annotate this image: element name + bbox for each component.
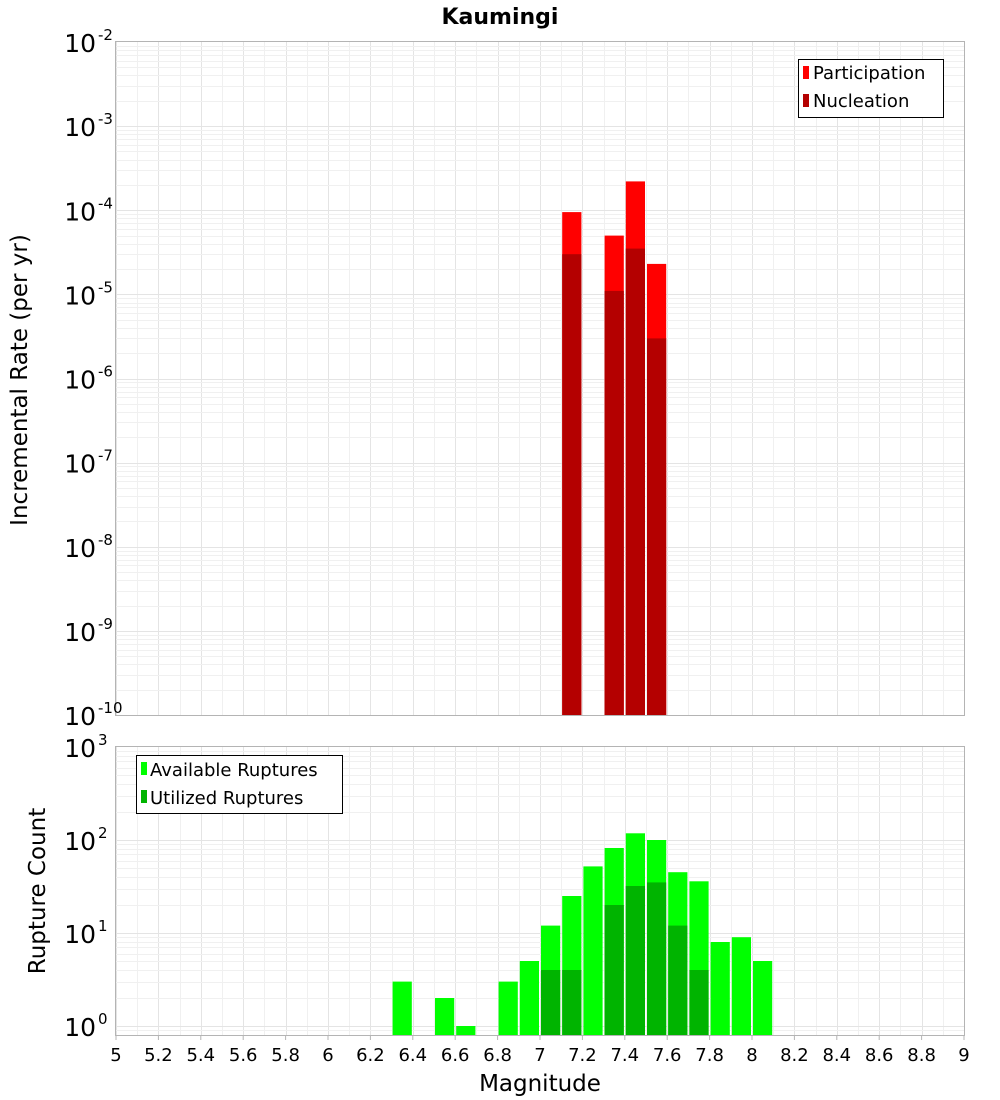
top-y-axis-ticks: 10-210-310-410-510-610-710-810-910-10 <box>64 26 122 731</box>
x-tick-label: 5 <box>110 1045 121 1066</box>
x-tick-label: 5.8 <box>271 1045 300 1066</box>
x-tick-label: 7.4 <box>610 1045 639 1066</box>
y-tick-label: 10 <box>64 450 96 479</box>
x-tick-label: 6 <box>322 1045 333 1066</box>
y-tick-exponent: -8 <box>98 531 113 549</box>
y-tick-exponent: -9 <box>98 615 113 633</box>
count-bar-secondary <box>668 925 688 1035</box>
x-tick-label: 6.8 <box>483 1045 512 1066</box>
y-tick-exponent: 0 <box>98 1010 108 1028</box>
y-tick-label: 10 <box>64 534 96 563</box>
y-tick-exponent: -5 <box>98 278 113 296</box>
rate-bar-secondary <box>604 290 624 715</box>
count-bar-primary <box>392 981 412 1035</box>
bottom-plot-bars <box>392 833 773 1035</box>
rate-bar-secondary <box>625 248 645 715</box>
y-tick-label: 10 <box>64 29 96 58</box>
y-tick-label: 10 <box>64 366 96 395</box>
y-tick-label: 10 <box>64 827 96 856</box>
x-tick-label: 6.2 <box>356 1045 385 1066</box>
chart-title: Kaumingi <box>442 5 559 30</box>
top-plot-bars <box>562 181 667 715</box>
x-tick-label: 7.2 <box>568 1045 597 1066</box>
x-tick-label: 6.6 <box>441 1045 470 1066</box>
bottom-y-axis-label: Rupture Count <box>25 808 51 974</box>
bottom-legend-box <box>136 755 343 814</box>
x-axis-ticks: 5 5.2 5.4 5.6 5.8 6 6.2 6.4 6.6 6.8 7 7.2 7.4 7.6 7.8 8… <box>110 1035 970 1066</box>
top-plot-grid <box>116 42 965 716</box>
count-bar-primary <box>583 866 603 1035</box>
y-tick-label: 10 <box>64 920 96 949</box>
count-bar-secondary <box>625 886 645 1035</box>
x-tick-label: 5.2 <box>144 1045 173 1066</box>
x-tick-label: 7.6 <box>653 1045 682 1066</box>
y-tick-label: 10 <box>64 197 96 226</box>
y-tick-label: 10 <box>64 618 96 647</box>
y-tick-label: 10 <box>64 1013 96 1042</box>
y-tick-exponent: -2 <box>98 26 113 44</box>
legend-label-available-ruptures: Available Ruptures <box>150 760 318 781</box>
count-bar-primary <box>519 961 539 1035</box>
count-bar-secondary <box>689 970 709 1035</box>
x-tick-label: 7 <box>534 1045 545 1066</box>
count-bar-primary <box>731 937 751 1035</box>
count-bar-secondary <box>541 970 561 1035</box>
y-tick-label: 10 <box>64 702 96 731</box>
legend-swatch-utilized-ruptures <box>141 790 147 803</box>
x-tick-label: 8.4 <box>822 1045 851 1066</box>
x-tick-label: 9 <box>958 1045 969 1066</box>
x-tick-label: 8.6 <box>865 1045 894 1066</box>
rate-bar-secondary <box>562 254 582 715</box>
legend-swatch-nucleation <box>803 94 809 107</box>
count-bar-secondary <box>604 905 624 1035</box>
y-tick-exponent: -3 <box>98 110 113 128</box>
legend-swatch-available-ruptures <box>141 762 147 775</box>
top-legend: Participation Nucleation <box>798 59 944 118</box>
count-bar-primary <box>498 981 518 1035</box>
count-bar-primary <box>435 998 455 1035</box>
x-tick-label: 5.6 <box>229 1045 258 1066</box>
count-bar-primary <box>710 942 730 1035</box>
bottom-legend: Available Ruptures Utilized Ruptures <box>136 755 343 814</box>
count-bar-secondary <box>647 882 667 1035</box>
count-bar-primary <box>456 1026 476 1035</box>
legend-swatch-participation <box>803 66 809 79</box>
rate-bar-secondary <box>647 338 667 715</box>
y-tick-exponent: -10 <box>98 699 123 717</box>
legend-label-participation: Participation <box>813 63 925 84</box>
y-tick-exponent: 3 <box>98 731 108 749</box>
y-tick-label: 10 <box>64 281 96 310</box>
x-axis-label: Magnitude <box>479 1071 601 1097</box>
x-tick-label: 8.2 <box>780 1045 809 1066</box>
x-tick-label: 5.4 <box>186 1045 215 1066</box>
y-tick-label: 10 <box>64 734 96 763</box>
count-bar-primary <box>753 961 773 1035</box>
x-tick-label: 7.8 <box>695 1045 724 1066</box>
y-tick-exponent: 2 <box>98 824 108 842</box>
y-tick-exponent: 1 <box>98 917 108 935</box>
x-tick-label: 8 <box>746 1045 757 1066</box>
top-y-axis-label: Incremental Rate (per yr) <box>7 234 33 526</box>
y-tick-exponent: -7 <box>98 447 113 465</box>
top-plot-area <box>115 41 965 716</box>
legend-label-nucleation: Nucleation <box>813 91 909 112</box>
legend-label-utilized-ruptures: Utilized Ruptures <box>150 788 303 809</box>
y-tick-exponent: -4 <box>98 194 113 212</box>
y-tick-exponent: -6 <box>98 363 113 381</box>
top-legend-box <box>798 59 944 118</box>
count-bar-secondary <box>562 970 582 1035</box>
y-tick-label: 10 <box>64 113 96 142</box>
x-tick-label: 8.8 <box>907 1045 936 1066</box>
x-tick-label: 6.4 <box>398 1045 427 1066</box>
